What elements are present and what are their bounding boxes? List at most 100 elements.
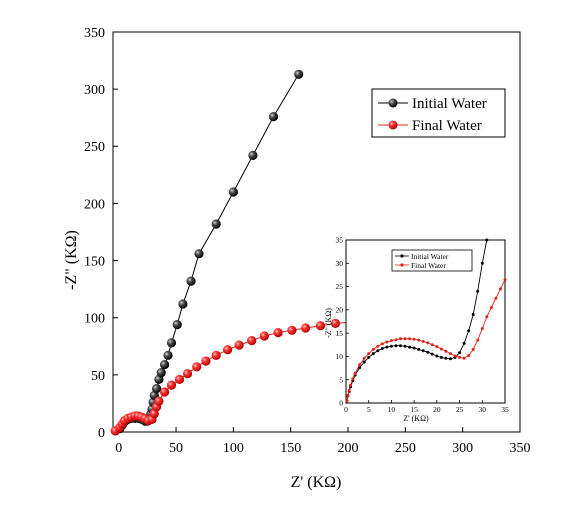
- inset-point-s1-29: [462, 356, 466, 360]
- inset-point-s1-28: [458, 355, 462, 359]
- legend-label-final: Final Water: [412, 118, 482, 134]
- main-x-tick-label: 250: [395, 441, 416, 456]
- main-point-s1-30: [330, 318, 340, 328]
- inset-point-s1-24: [439, 347, 443, 351]
- main-point-s0-18: [156, 368, 166, 378]
- main-point-s1-20: [201, 356, 211, 366]
- main-point-s1-19: [192, 362, 202, 372]
- main-y-axis-label: -Z" (KΩ): [63, 230, 80, 290]
- inset-point-s1-15: [399, 337, 402, 341]
- inset-point-s1-10: [376, 344, 380, 348]
- inset-point-s1-36: [494, 296, 498, 300]
- inset-point-s1-9: [371, 347, 375, 351]
- inset-x-tick-label: 30: [479, 405, 487, 414]
- inset-x-tick-label: 20: [433, 405, 441, 414]
- inset-point-s1-18: [412, 337, 416, 341]
- inset-point-s0-14: [394, 344, 398, 348]
- inset-y-tick-label: 35: [336, 236, 344, 245]
- inset-point-s1-35: [489, 306, 493, 309]
- inset-y-tick-label: 10: [336, 352, 344, 361]
- inset-point-s1-11: [380, 342, 384, 346]
- main-y-tick-label: 250: [84, 140, 105, 155]
- main-point-s1-28: [301, 323, 311, 333]
- main-point-s1-26: [273, 328, 283, 338]
- inset-legend-marker-initial: [400, 254, 404, 258]
- main-point-s1-16: [166, 380, 177, 390]
- inset-point-s1-2: [347, 388, 351, 392]
- main-point-s1-17: [174, 374, 185, 384]
- inset-point-s0-20: [421, 349, 425, 353]
- inset-x-axis-label: Z' (KΩ): [403, 414, 429, 423]
- inset-x-tick-label: 35: [501, 405, 509, 414]
- inset-point-s0-29: [462, 341, 466, 345]
- main-x-tick-label: 0: [115, 441, 122, 456]
- inset-point-s1-37: [499, 287, 502, 291]
- inset-x-tick-label: 5: [367, 405, 371, 414]
- inset-y-tick-label: 25: [336, 282, 344, 291]
- main-point-s0-25: [194, 249, 204, 259]
- main-y-tick-label: 50: [91, 369, 105, 384]
- inset-point-s0-34: [485, 238, 489, 242]
- inset-point-s1-12: [385, 340, 389, 344]
- main-point-s1-23: [234, 340, 244, 350]
- inset-point-s1-27: [453, 354, 457, 358]
- inset-point-s0-22: [430, 352, 434, 356]
- legend-marker-initial: [388, 98, 398, 108]
- main-point-s1-15: [160, 387, 170, 397]
- main-point-s0-26: [211, 219, 221, 229]
- main-x-axis-label: Z' (KΩ): [291, 474, 342, 491]
- inset-point-s1-17: [408, 337, 412, 341]
- main-legend: Initial Water Final Water: [371, 88, 506, 138]
- inset-point-s0-21: [426, 350, 430, 354]
- main-x-ticks: 0 50 100 150 200 250 300 350: [115, 427, 531, 456]
- main-point-s1-29: [315, 321, 326, 331]
- inset-point-s0-18: [412, 346, 416, 350]
- main-point-s1-14: [154, 396, 164, 406]
- inset-y-tick-label: 20: [336, 305, 344, 314]
- inset-point-s0-9: [371, 352, 375, 356]
- inset-point-s1-0: [345, 399, 349, 403]
- inset-y-axis-label: -Z" (KΩ): [324, 308, 333, 338]
- main-x-tick-label: 100: [223, 441, 244, 456]
- main-y-tick-label: 0: [98, 426, 105, 441]
- main-y-tick-label: 200: [84, 197, 105, 212]
- inset-point-s0-30: [467, 329, 471, 333]
- inset-legend-marker-final: [400, 263, 404, 267]
- main-point-s0-29: [268, 112, 279, 122]
- inset-point-s0-19: [417, 347, 421, 351]
- inset-x-ticks: 0 5 10 15 20 25 30 35: [344, 400, 509, 414]
- inset-legend-box: [391, 249, 473, 272]
- inset-point-s0-25: [444, 356, 448, 360]
- inset-point-s1-14: [394, 338, 398, 342]
- inset-series-group: [345, 238, 507, 403]
- main-point-s0-21: [166, 338, 177, 348]
- inset-point-s1-5: [353, 371, 357, 375]
- main-y-ticks: 0 50 100 150 200 250 300 350: [84, 26, 118, 441]
- inset-point-s1-23: [435, 345, 439, 349]
- inset-point-s0-24: [439, 355, 443, 359]
- main-y-tick-label: 150: [84, 254, 105, 269]
- inset-point-s0-16: [403, 344, 407, 348]
- main-point-s1-21: [211, 350, 221, 360]
- main-point-s1-25: [259, 331, 269, 341]
- main-x-tick-label: 50: [169, 441, 183, 456]
- inset-point-s1-13: [389, 339, 393, 343]
- inset-point-s0-23: [435, 354, 439, 358]
- inset-point-s1-4: [351, 377, 355, 381]
- main-point-s0-24: [186, 276, 196, 286]
- main-point-s0-19: [160, 360, 170, 370]
- main-point-s1-27: [287, 325, 297, 335]
- inset-y-ticks: 0 5 10 15 20 25 30 35: [336, 236, 349, 408]
- main-x-tick-label: 200: [338, 441, 359, 456]
- main-point-s1-22: [223, 345, 233, 355]
- legend-marker-final: [388, 120, 398, 130]
- inset-y-tick-label: 5: [339, 375, 343, 384]
- inset-point-s1-30: [467, 354, 471, 357]
- inset-point-s1-32: [476, 338, 480, 342]
- inset-point-s0-10: [376, 349, 380, 353]
- inset-x-tick-label: 25: [456, 405, 464, 414]
- inset-point-s1-1: [346, 394, 350, 397]
- inset-point-s0-31: [471, 313, 475, 316]
- inset-legend-label-final: Final Water: [411, 261, 446, 270]
